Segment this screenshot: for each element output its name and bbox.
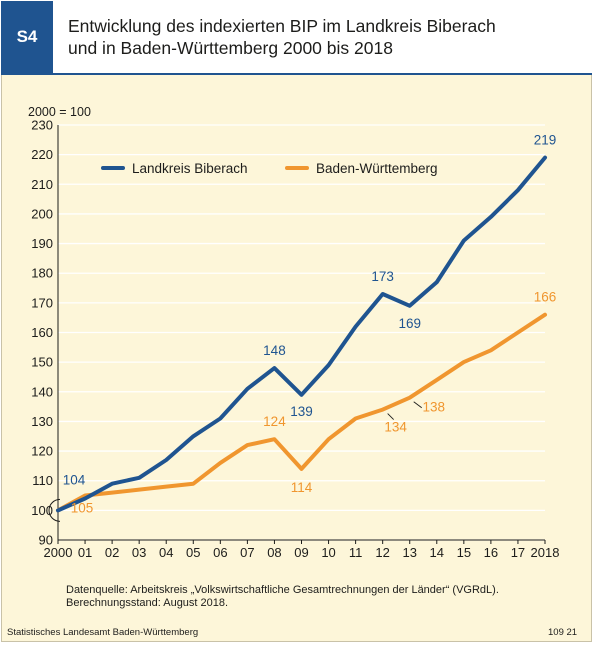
figure-badge: S4 <box>1 1 53 73</box>
chart-title: Entwicklung des indexierten BIP im Landk… <box>68 15 578 59</box>
legend-label: Landkreis Biberach <box>132 161 248 176</box>
y-tick-label: 90 <box>39 533 53 548</box>
series-line-landkreis-biberach <box>56 155 547 513</box>
chart-header <box>1 1 592 75</box>
data-label: 104 <box>63 473 86 488</box>
figure-code: 109 21 <box>548 627 578 638</box>
source-line1: Datenquelle: Arbeitskreis „Volkswirtscha… <box>66 584 499 596</box>
data-label: 124 <box>263 414 286 429</box>
data-label: 139 <box>290 404 313 419</box>
x-tick-label: 11 <box>349 545 363 560</box>
y-tick-label: 230 <box>31 118 53 133</box>
data-label: 105 <box>71 501 94 516</box>
x-tick-label: 10 <box>321 545 335 560</box>
y-tick-label: 100 <box>31 503 53 518</box>
x-tick-label: 12 <box>375 545 389 560</box>
y-tick-label: 120 <box>31 444 53 459</box>
y-tick-label: 210 <box>31 177 53 192</box>
x-tick-label: 05 <box>186 545 200 560</box>
x-tick-label: 15 <box>457 545 471 560</box>
data-label-leader <box>387 413 394 420</box>
y-tick-label: 180 <box>31 266 53 281</box>
data-source-note: Datenquelle: Arbeitskreis „Volkswirtscha… <box>66 584 586 610</box>
legend-label: Baden-Württemberg <box>316 161 438 176</box>
x-tick-label: 09 <box>294 545 308 560</box>
data-label: 166 <box>534 290 557 305</box>
x-tick-label: 01 <box>78 545 92 560</box>
x-tick-label: 07 <box>240 545 254 560</box>
x-tick-label: 14 <box>430 545 444 560</box>
x-tick-label: 16 <box>484 545 498 560</box>
y-tick-label: 220 <box>31 147 53 162</box>
data-label: 114 <box>291 480 313 495</box>
x-tick-label: 04 <box>159 545 173 560</box>
y-tick-label: 200 <box>31 206 53 221</box>
y-tick-label: 160 <box>31 325 53 340</box>
data-label: 134 <box>384 420 407 435</box>
x-tick-label: 08 <box>267 545 281 560</box>
chart-title-line2: und in Baden-Württemberg 2000 bis 2018 <box>68 38 393 58</box>
data-label: 173 <box>371 269 394 284</box>
chart-title-line1: Entwicklung des indexierten BIP im Landk… <box>68 16 496 36</box>
y-tick-label: 190 <box>31 236 53 251</box>
start-value-bracket <box>48 498 61 522</box>
x-tick-label: 17 <box>511 545 525 560</box>
series-line-baden-wuerttemberg <box>56 312 547 513</box>
y-tick-label: 140 <box>31 384 53 399</box>
source-line2: Berechnungsstand: August 2018. <box>66 597 229 609</box>
x-tick-label: 03 <box>132 545 146 560</box>
data-label: 138 <box>422 400 445 415</box>
data-label: 169 <box>398 316 421 331</box>
x-tick-label: 2000 <box>44 545 73 560</box>
y-tick-label: 170 <box>31 295 53 310</box>
y-tick-label: 150 <box>31 355 53 370</box>
x-tick-label: 13 <box>402 545 416 560</box>
publisher-label: Statistisches Landesamt Baden-Württember… <box>7 627 199 638</box>
x-tick-label: 06 <box>213 545 227 560</box>
unit-label: 2000 = 100 <box>28 105 91 119</box>
x-tick-label: 2018 <box>531 545 560 560</box>
y-tick-label: 110 <box>32 473 53 488</box>
data-label: 148 <box>263 343 286 358</box>
data-label-leader <box>413 401 422 409</box>
y-tick-label: 130 <box>31 414 53 429</box>
x-tick-label: 02 <box>105 545 119 560</box>
data-label: 219 <box>534 133 557 148</box>
